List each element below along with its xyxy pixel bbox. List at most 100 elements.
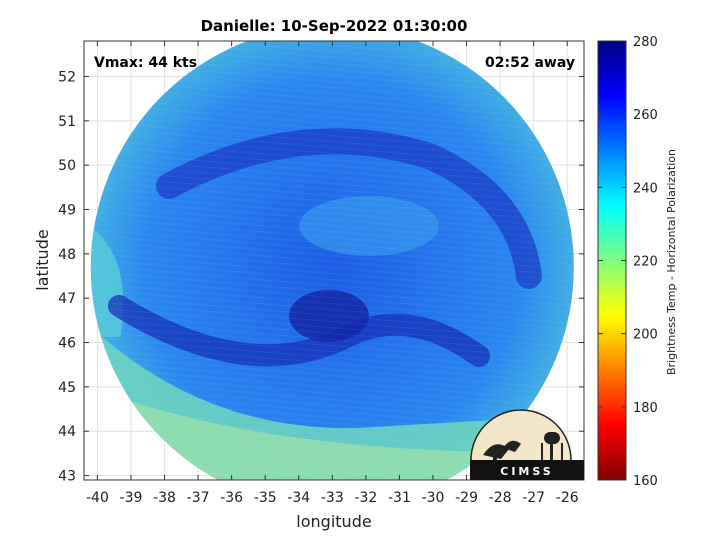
scan-texture [90,127,574,169]
colorbar-tick-label: 240 [633,181,658,196]
scan-texture [90,349,574,391]
scan-texture [90,337,574,379]
scan-texture [90,295,574,337]
colorbar-tick-label: 160 [633,474,658,489]
x-tick-label: -40 [86,490,109,506]
scan-texture [90,247,574,289]
scan-texture [90,85,574,127]
colorbar-label: Brightness Temp - Horizontal Polarizatio… [665,149,678,375]
x-axis-label: longitude [296,512,371,531]
x-tick-label: -39 [120,490,143,506]
y-tick-label: 44 [58,424,76,440]
x-axis-ticks: -40 -39 -38 -37 -36 -35 -34 -33 -32 -31 -30 -29 -28-… [86,41,579,506]
x-tick-label: -31 [388,490,411,506]
colorbar-tick-label: 180 [633,401,658,416]
scan-texture [90,91,574,133]
scan-texture [90,157,574,199]
y-tick-label: 47 [58,291,76,307]
scan-texture [90,319,574,361]
scan-texture [90,163,574,205]
scan-texture [90,103,574,145]
scan-texture [90,145,574,187]
x-tick-label: -35 [254,490,277,506]
time-away-annotation: 02:52 away [485,55,575,71]
scan-texture [90,361,574,403]
scan-texture [90,367,574,409]
logo-text: CIMSS [500,465,553,478]
swath-content [90,41,574,480]
x-tick-label: -29 [455,490,478,506]
scan-texture [90,253,574,295]
y-tick-label: 48 [58,247,76,263]
x-tick-label: -34 [287,490,310,506]
scan-texture [90,355,574,397]
scan-texture [90,97,574,139]
colorbar-tick-label: 260 [633,108,658,123]
y-tick-label: 46 [58,336,76,352]
scan-texture [90,199,574,241]
scan-texture [90,109,574,151]
x-tick-label: -38 [153,490,176,506]
x-tick-label: -37 [187,490,210,506]
dish-icon [483,444,509,459]
y-tick-label: 50 [58,158,76,174]
scan-texture [90,121,574,163]
y-tick-label: 45 [58,380,76,396]
x-tick-label: -33 [321,490,344,506]
scan-texture [90,115,574,157]
scan-texture [90,283,574,325]
scan-texture [90,187,574,229]
y-tick-label: 49 [58,203,76,219]
x-tick-label: -36 [220,490,243,506]
y-axis-ticks: 43 44 45 46 47 48 49 50 51 52 [58,69,584,485]
y-axis-label: latitude [33,229,52,290]
x-tick-label: -32 [354,490,377,506]
scan-texture [90,271,574,313]
scan-texture [90,331,574,373]
scan-texture [90,151,574,193]
swath-disk [90,41,574,480]
x-tick-label: -26 [556,490,579,506]
x-tick-label: -30 [422,490,445,506]
scan-texture [90,373,574,415]
x-tick-label: -28 [489,490,512,506]
scan-texture [90,343,574,385]
vmax-annotation: Vmax: 44 kts [94,55,197,71]
scan-texture [90,217,574,259]
x-tick-label: -27 [522,490,545,506]
scan-texture [90,235,574,277]
scan-texture [90,307,574,349]
scan-texture [90,313,574,355]
scan-texture [90,133,574,175]
colorbar-tick-label: 220 [633,255,658,270]
scan-texture [90,175,574,217]
scan-texture [90,223,574,265]
scan-texture [90,259,574,301]
plot-area [84,41,584,480]
plot-frame [83,40,585,481]
scan-texture [90,277,574,319]
y-tick-label: 51 [58,114,76,130]
storm-core [288,289,369,342]
colorbar-tick-label: 280 [633,35,658,50]
chart-title: Danielle: 10-Sep-2022 01:30:00 [201,17,468,35]
scan-texture [90,325,574,367]
scan-texture [90,193,574,235]
cimss-logo: CIMSS [470,409,584,480]
spiral-arm-north [155,128,542,289]
inner-band [298,195,439,256]
scan-texture [90,169,574,211]
scan-texture [90,379,574,421]
scan-texture [90,211,574,253]
scan-texture [90,289,574,331]
swath-image [90,41,574,480]
colorbar-ticks: 160 180 200 220 240 260 280 [598,35,658,489]
scan-texture [90,205,574,247]
colorbar: 160 180 200 220 240 260 280 Brightness Temp - … [597,35,678,489]
scan-texture [90,181,574,223]
scan-texture [90,301,574,343]
scan-texture [90,241,574,283]
scan-texture [90,229,574,271]
y-tick-label: 43 [58,469,76,485]
